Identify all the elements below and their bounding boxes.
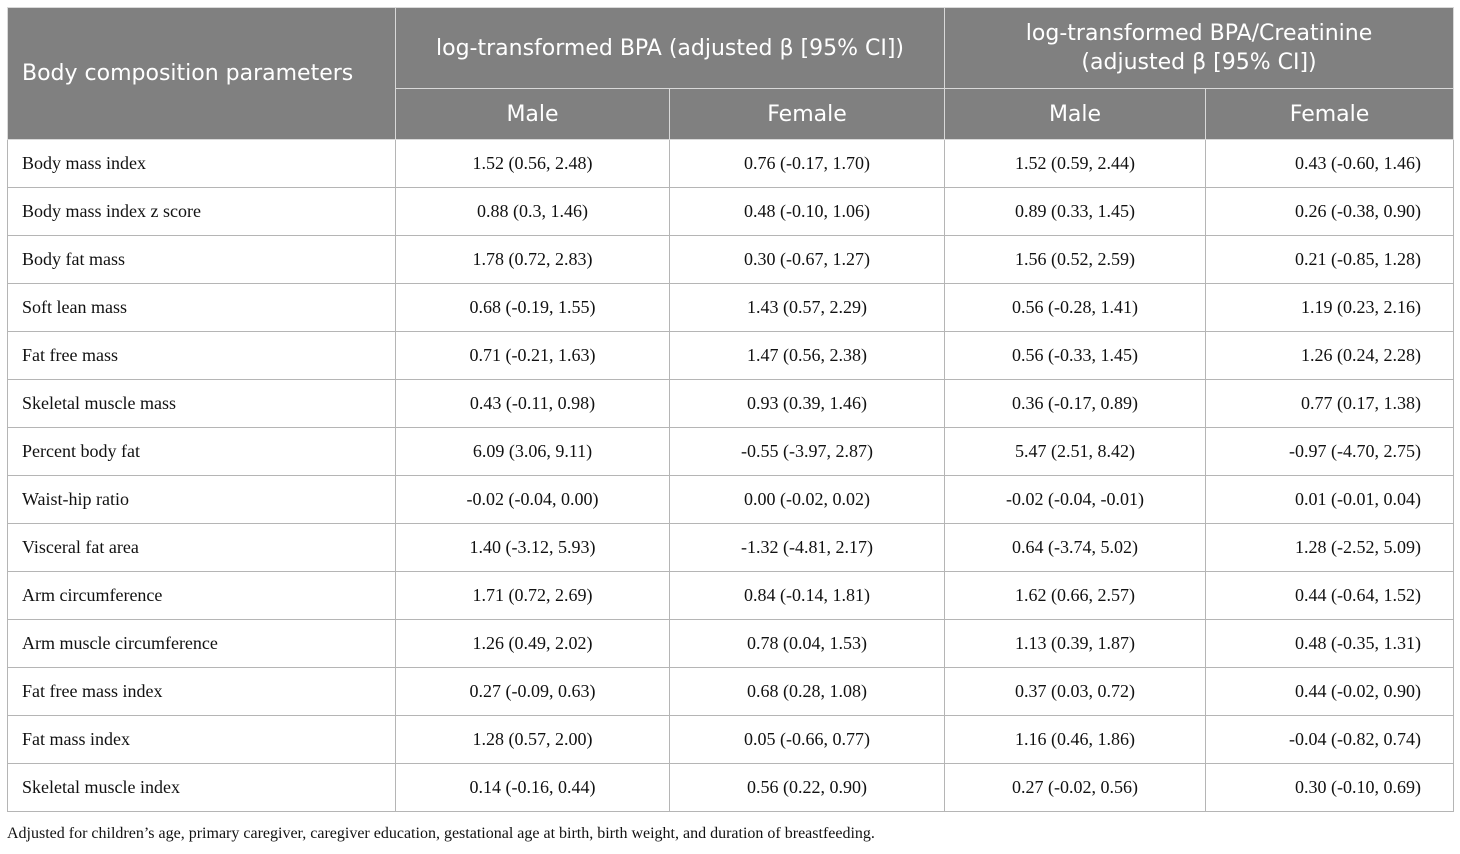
cell-bpa-male: 6.09 (3.06, 9.11) (395, 427, 670, 476)
cell-bpa-female: -0.55 (-3.97, 2.87) (668, 427, 946, 476)
table-row: Body mass index 1.52 (0.56, 2.48) 0.76 (-0… (7, 139, 1455, 188)
cell-cr-male: 0.36 (-0.17, 0.89) (944, 379, 1207, 428)
cell-bpa-male: 0.68 (-0.19, 1.55) (395, 283, 670, 332)
cell-bpa-male: 1.71 (0.72, 2.69) (395, 571, 670, 620)
cell-cr-male: 0.89 (0.33, 1.45) (944, 187, 1207, 236)
cell-bpa-male: 0.27 (-0.09, 0.63) (395, 667, 670, 716)
cell-cr-male: 0.37 (0.03, 0.72) (944, 667, 1207, 716)
cell-bpa-female: 1.47 (0.56, 2.38) (668, 331, 946, 380)
cell-cr-female: 1.19 (0.23, 2.16) (1205, 283, 1455, 332)
cell-bpa-male: 0.14 (-0.16, 0.44) (395, 763, 670, 812)
table-row: Visceral fat area 1.40 (-3.12, 5.93) -1.32… (7, 523, 1455, 572)
cell-bpa-female: 0.78 (0.04, 1.53) (668, 619, 946, 668)
cell-parameter: Fat mass index (7, 715, 396, 764)
cell-parameter: Skeletal muscle mass (7, 379, 396, 428)
cell-parameter: Percent body fat (7, 427, 396, 476)
table-row: Skeletal muscle index 0.14 (-0.16, 0.44) 0… (7, 763, 1455, 812)
header-cr-male: Male (944, 88, 1207, 140)
cell-parameter: Body mass index (7, 139, 396, 188)
header-bpa-male: Male (395, 88, 670, 140)
table-row: Body mass index z score 0.88 (0.3, 1.46) 0… (7, 187, 1455, 236)
cell-bpa-female: 0.48 (-0.10, 1.06) (668, 187, 946, 236)
results-table: Body composition parameters log-transfor… (7, 7, 1455, 812)
cell-cr-female: 0.01 (-0.01, 0.04) (1205, 475, 1455, 524)
table-row: Body fat mass 1.78 (0.72, 2.83) 0.30 (-0.6… (7, 235, 1455, 284)
table-row: Arm circumference 1.71 (0.72, 2.69) 0.84 (… (7, 571, 1455, 620)
header-group2-line1: log-transformed BPA/Creatinine (1025, 21, 1373, 46)
cell-bpa-female: 0.30 (-0.67, 1.27) (668, 235, 946, 284)
table-row: Soft lean mass 0.68 (-0.19, 1.55) 1.43 (0.… (7, 283, 1455, 332)
cell-parameter: Fat free mass index (7, 667, 396, 716)
table-header: Body composition parameters log-transfor… (7, 7, 1455, 140)
cell-bpa-female: 0.93 (0.39, 1.46) (668, 379, 946, 428)
cell-cr-male: 0.56 (-0.33, 1.45) (944, 331, 1207, 380)
cell-cr-male: 0.64 (-3.74, 5.02) (944, 523, 1207, 572)
cell-cr-male: 1.56 (0.52, 2.59) (944, 235, 1207, 284)
cell-parameter: Soft lean mass (7, 283, 396, 332)
cell-bpa-male: 0.71 (-0.21, 1.63) (395, 331, 670, 380)
cell-parameter: Skeletal muscle index (7, 763, 396, 812)
cell-cr-female: 0.48 (-0.35, 1.31) (1205, 619, 1455, 668)
cell-cr-female: 0.44 (-0.64, 1.52) (1205, 571, 1455, 620)
cell-cr-female: 0.21 (-0.85, 1.28) (1205, 235, 1455, 284)
table-row: Waist-hip ratio -0.02 (-0.04, 0.00) 0.00 (… (7, 475, 1455, 524)
cell-cr-female: 1.28 (-2.52, 5.09) (1205, 523, 1455, 572)
table-row: Arm muscle circumference 1.26 (0.49, 2.02… (7, 619, 1455, 668)
cell-bpa-male: 1.40 (-3.12, 5.93) (395, 523, 670, 572)
cell-bpa-female: 0.56 (0.22, 0.90) (668, 763, 946, 812)
cell-bpa-male: 1.28 (0.57, 2.00) (395, 715, 670, 764)
cell-parameter: Waist-hip ratio (7, 475, 396, 524)
cell-parameter: Arm muscle circumference (7, 619, 396, 668)
header-bpa-female: Female (668, 88, 946, 140)
cell-cr-female: 0.44 (-0.02, 0.90) (1205, 667, 1455, 716)
cell-cr-female: 0.77 (0.17, 1.38) (1205, 379, 1455, 428)
cell-cr-male: 1.13 (0.39, 1.87) (944, 619, 1207, 668)
cell-cr-female: 0.26 (-0.38, 0.90) (1205, 187, 1455, 236)
cell-parameter: Body fat mass (7, 235, 396, 284)
cell-bpa-male: -0.02 (-0.04, 0.00) (395, 475, 670, 524)
cell-bpa-female: 0.84 (-0.14, 1.81) (668, 571, 946, 620)
cell-cr-female: -0.04 (-0.82, 0.74) (1205, 715, 1455, 764)
cell-cr-male: 0.27 (-0.02, 0.56) (944, 763, 1207, 812)
cell-cr-male: 5.47 (2.51, 8.42) (944, 427, 1207, 476)
cell-cr-male: 1.52 (0.59, 2.44) (944, 139, 1207, 188)
cell-bpa-female: 0.05 (-0.66, 0.77) (668, 715, 946, 764)
table-row: Skeletal muscle mass 0.43 (-0.11, 0.98) 0.… (7, 379, 1455, 428)
cell-cr-female: 0.43 (-0.60, 1.46) (1205, 139, 1455, 188)
cell-parameter: Visceral fat area (7, 523, 396, 572)
cell-bpa-female: 0.00 (-0.02, 0.02) (668, 475, 946, 524)
cell-bpa-male: 0.43 (-0.11, 0.98) (395, 379, 670, 428)
table-row: Fat free mass index 0.27 (-0.09, 0.63) 0.6… (7, 667, 1455, 716)
cell-bpa-female: -1.32 (-4.81, 2.17) (668, 523, 946, 572)
table-row: Percent body fat 6.09 (3.06, 9.11) -0.55 (… (7, 427, 1455, 476)
header-parameters: Body composition parameters (7, 7, 396, 140)
cell-bpa-female: 1.43 (0.57, 2.29) (668, 283, 946, 332)
cell-cr-male: 0.56 (-0.28, 1.41) (944, 283, 1207, 332)
cell-cr-female: 0.30 (-0.10, 0.69) (1205, 763, 1455, 812)
table-body: Body mass index 1.52 (0.56, 2.48) 0.76 (-0… (7, 139, 1455, 812)
cell-bpa-male: 1.52 (0.56, 2.48) (395, 139, 670, 188)
cell-bpa-male: 1.26 (0.49, 2.02) (395, 619, 670, 668)
table-row: Fat free mass 0.71 (-0.21, 1.63) 1.47 (0.5… (7, 331, 1455, 380)
cell-cr-female: 1.26 (0.24, 2.28) (1205, 331, 1455, 380)
header-cr-female: Female (1205, 88, 1455, 140)
cell-cr-male: 1.16 (0.46, 1.86) (944, 715, 1207, 764)
cell-cr-male: -0.02 (-0.04, -0.01) (944, 475, 1207, 524)
cell-parameter: Body mass index z score (7, 187, 396, 236)
header-group2-line2: (adjusted β [95% CI]) (1081, 50, 1317, 75)
cell-cr-female: -0.97 (-4.70, 2.75) (1205, 427, 1455, 476)
cell-bpa-male: 1.78 (0.72, 2.83) (395, 235, 670, 284)
cell-cr-male: 1.62 (0.66, 2.57) (944, 571, 1207, 620)
cell-bpa-male: 0.88 (0.3, 1.46) (395, 187, 670, 236)
header-group-bpa: log-transformed BPA (adjusted β [95% CI]… (394, 7, 946, 89)
table-row: Fat mass index 1.28 (0.57, 2.00) 0.05 (-0.… (7, 715, 1455, 764)
results-table-container: Body composition parameters log-transfor… (7, 7, 1455, 812)
header-group-bpa-creatinine: log-transformed BPA/Creatinine (adjusted… (944, 7, 1455, 89)
cell-bpa-female: 0.76 (-0.17, 1.70) (668, 139, 946, 188)
cell-bpa-female: 0.68 (0.28, 1.08) (668, 667, 946, 716)
cell-parameter: Fat free mass (7, 331, 396, 380)
table-footnote: Adjusted for children’s age, primary car… (7, 825, 875, 842)
cell-parameter: Arm circumference (7, 571, 396, 620)
